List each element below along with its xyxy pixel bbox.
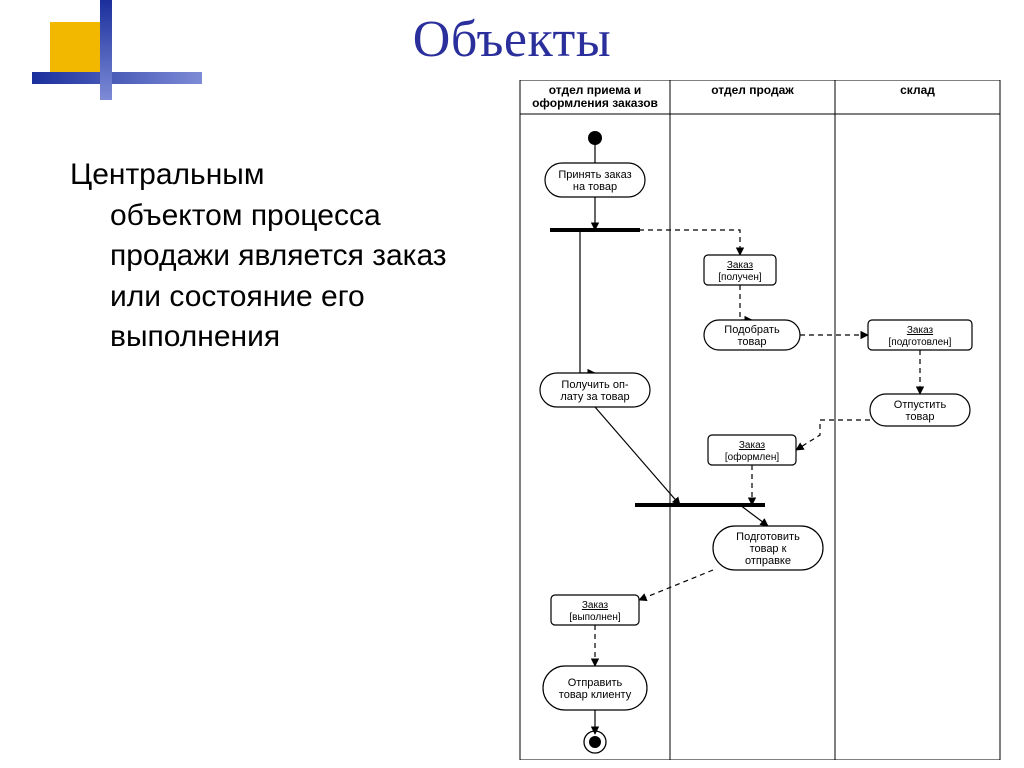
svg-text:Подготовить: Подготовить — [736, 531, 800, 543]
deco-bar-h — [32, 72, 202, 84]
svg-text:Заказ: Заказ — [739, 440, 766, 451]
svg-text:отдел приема и: отдел приема и — [549, 83, 642, 97]
svg-text:товар клиенту: товар клиенту — [559, 689, 632, 701]
svg-text:Принять заказ: Принять заказ — [558, 169, 631, 181]
svg-text:[подготовлен]: [подготовлен] — [889, 337, 952, 348]
svg-text:товар к: товар к — [750, 543, 787, 555]
body-text: Центральным объектом процесса продажи яв… — [70, 155, 470, 358]
activity-diagram: отдел приема иоформления заказов отдел пр… — [510, 80, 1010, 760]
svg-text:Отправить: Отправить — [568, 677, 623, 689]
svg-text:[оформлен]: [оформлен] — [725, 451, 779, 463]
svg-text:склад: склад — [900, 83, 935, 97]
svg-text:на товар: на товар — [573, 181, 617, 193]
svg-text:оформления заказов: оформления заказов — [532, 96, 658, 110]
svg-text:Отпустить: Отпустить — [894, 399, 947, 411]
svg-text:Заказ: Заказ — [907, 325, 934, 336]
svg-text:Подобрать: Подобрать — [724, 324, 780, 336]
body-rest: объектом процесса продажи является заказ… — [70, 196, 470, 358]
svg-text:Заказ: Заказ — [582, 600, 609, 611]
body-line1: Центральным — [70, 158, 264, 191]
svg-text:отправке: отправке — [745, 555, 791, 567]
svg-text:[получен]: [получен] — [718, 272, 762, 283]
svg-text:товар: товар — [906, 411, 935, 423]
page-title: Объекты — [0, 10, 1024, 69]
svg-text:товар: товар — [738, 336, 767, 348]
svg-text:отдел продаж: отдел продаж — [711, 83, 794, 97]
svg-text:лату за товар: лату за товар — [560, 391, 629, 403]
slide: Объекты Центральным объектом процесса пр… — [0, 0, 1024, 768]
svg-text:Заказ: Заказ — [727, 260, 754, 271]
svg-text:Получить оп-: Получить оп- — [561, 379, 628, 391]
svg-text:[выполнен]: [выполнен] — [569, 612, 620, 623]
